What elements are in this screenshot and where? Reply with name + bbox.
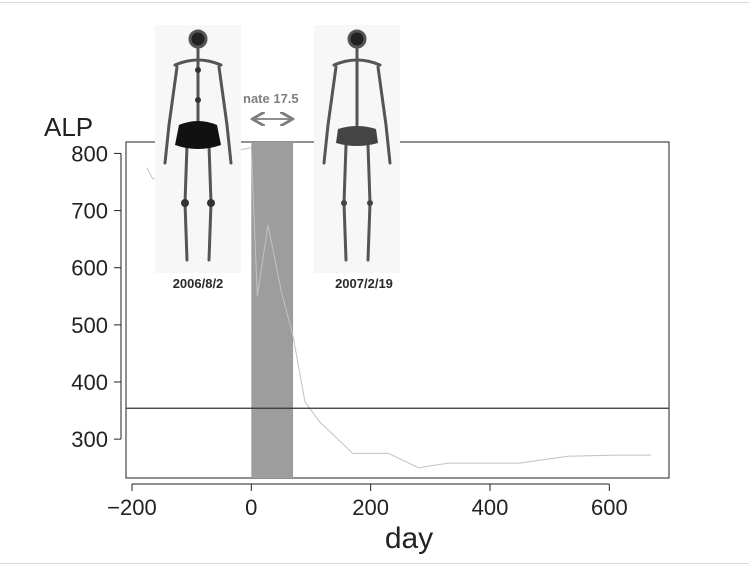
- y-tick-label: 600: [71, 256, 108, 281]
- bone-scan-image-2007: [314, 25, 400, 273]
- x-tick-label: 0: [245, 495, 257, 520]
- y-tick-label: 300: [71, 427, 108, 452]
- top-divider: [0, 2, 749, 3]
- y-tick-label: 800: [71, 141, 108, 166]
- y-tick-label: 400: [71, 370, 108, 395]
- y-tick-label: 700: [71, 199, 108, 224]
- x-axis: −200 0 200 400 600: [107, 483, 628, 520]
- scan-date-2006: 2006/8/2: [172, 276, 224, 291]
- y-axis-label: ALP: [44, 112, 93, 142]
- scan-date-2007: 2007/2/19: [335, 276, 393, 291]
- y-tick-label: 500: [71, 313, 108, 338]
- x-tick-label: 600: [591, 495, 628, 520]
- x-tick-label: 200: [352, 495, 389, 520]
- treatment-period-band: [251, 142, 294, 478]
- bone-scan-image-2006: [155, 25, 241, 273]
- x-tick-label: 400: [472, 495, 509, 520]
- y-axis: 300 400 500 600 700 800: [71, 141, 122, 452]
- bottom-divider: [0, 563, 749, 564]
- x-tick-label: −200: [107, 495, 157, 520]
- treatment-label: nate 17.5: [243, 91, 299, 106]
- x-axis-label: day: [385, 522, 433, 555]
